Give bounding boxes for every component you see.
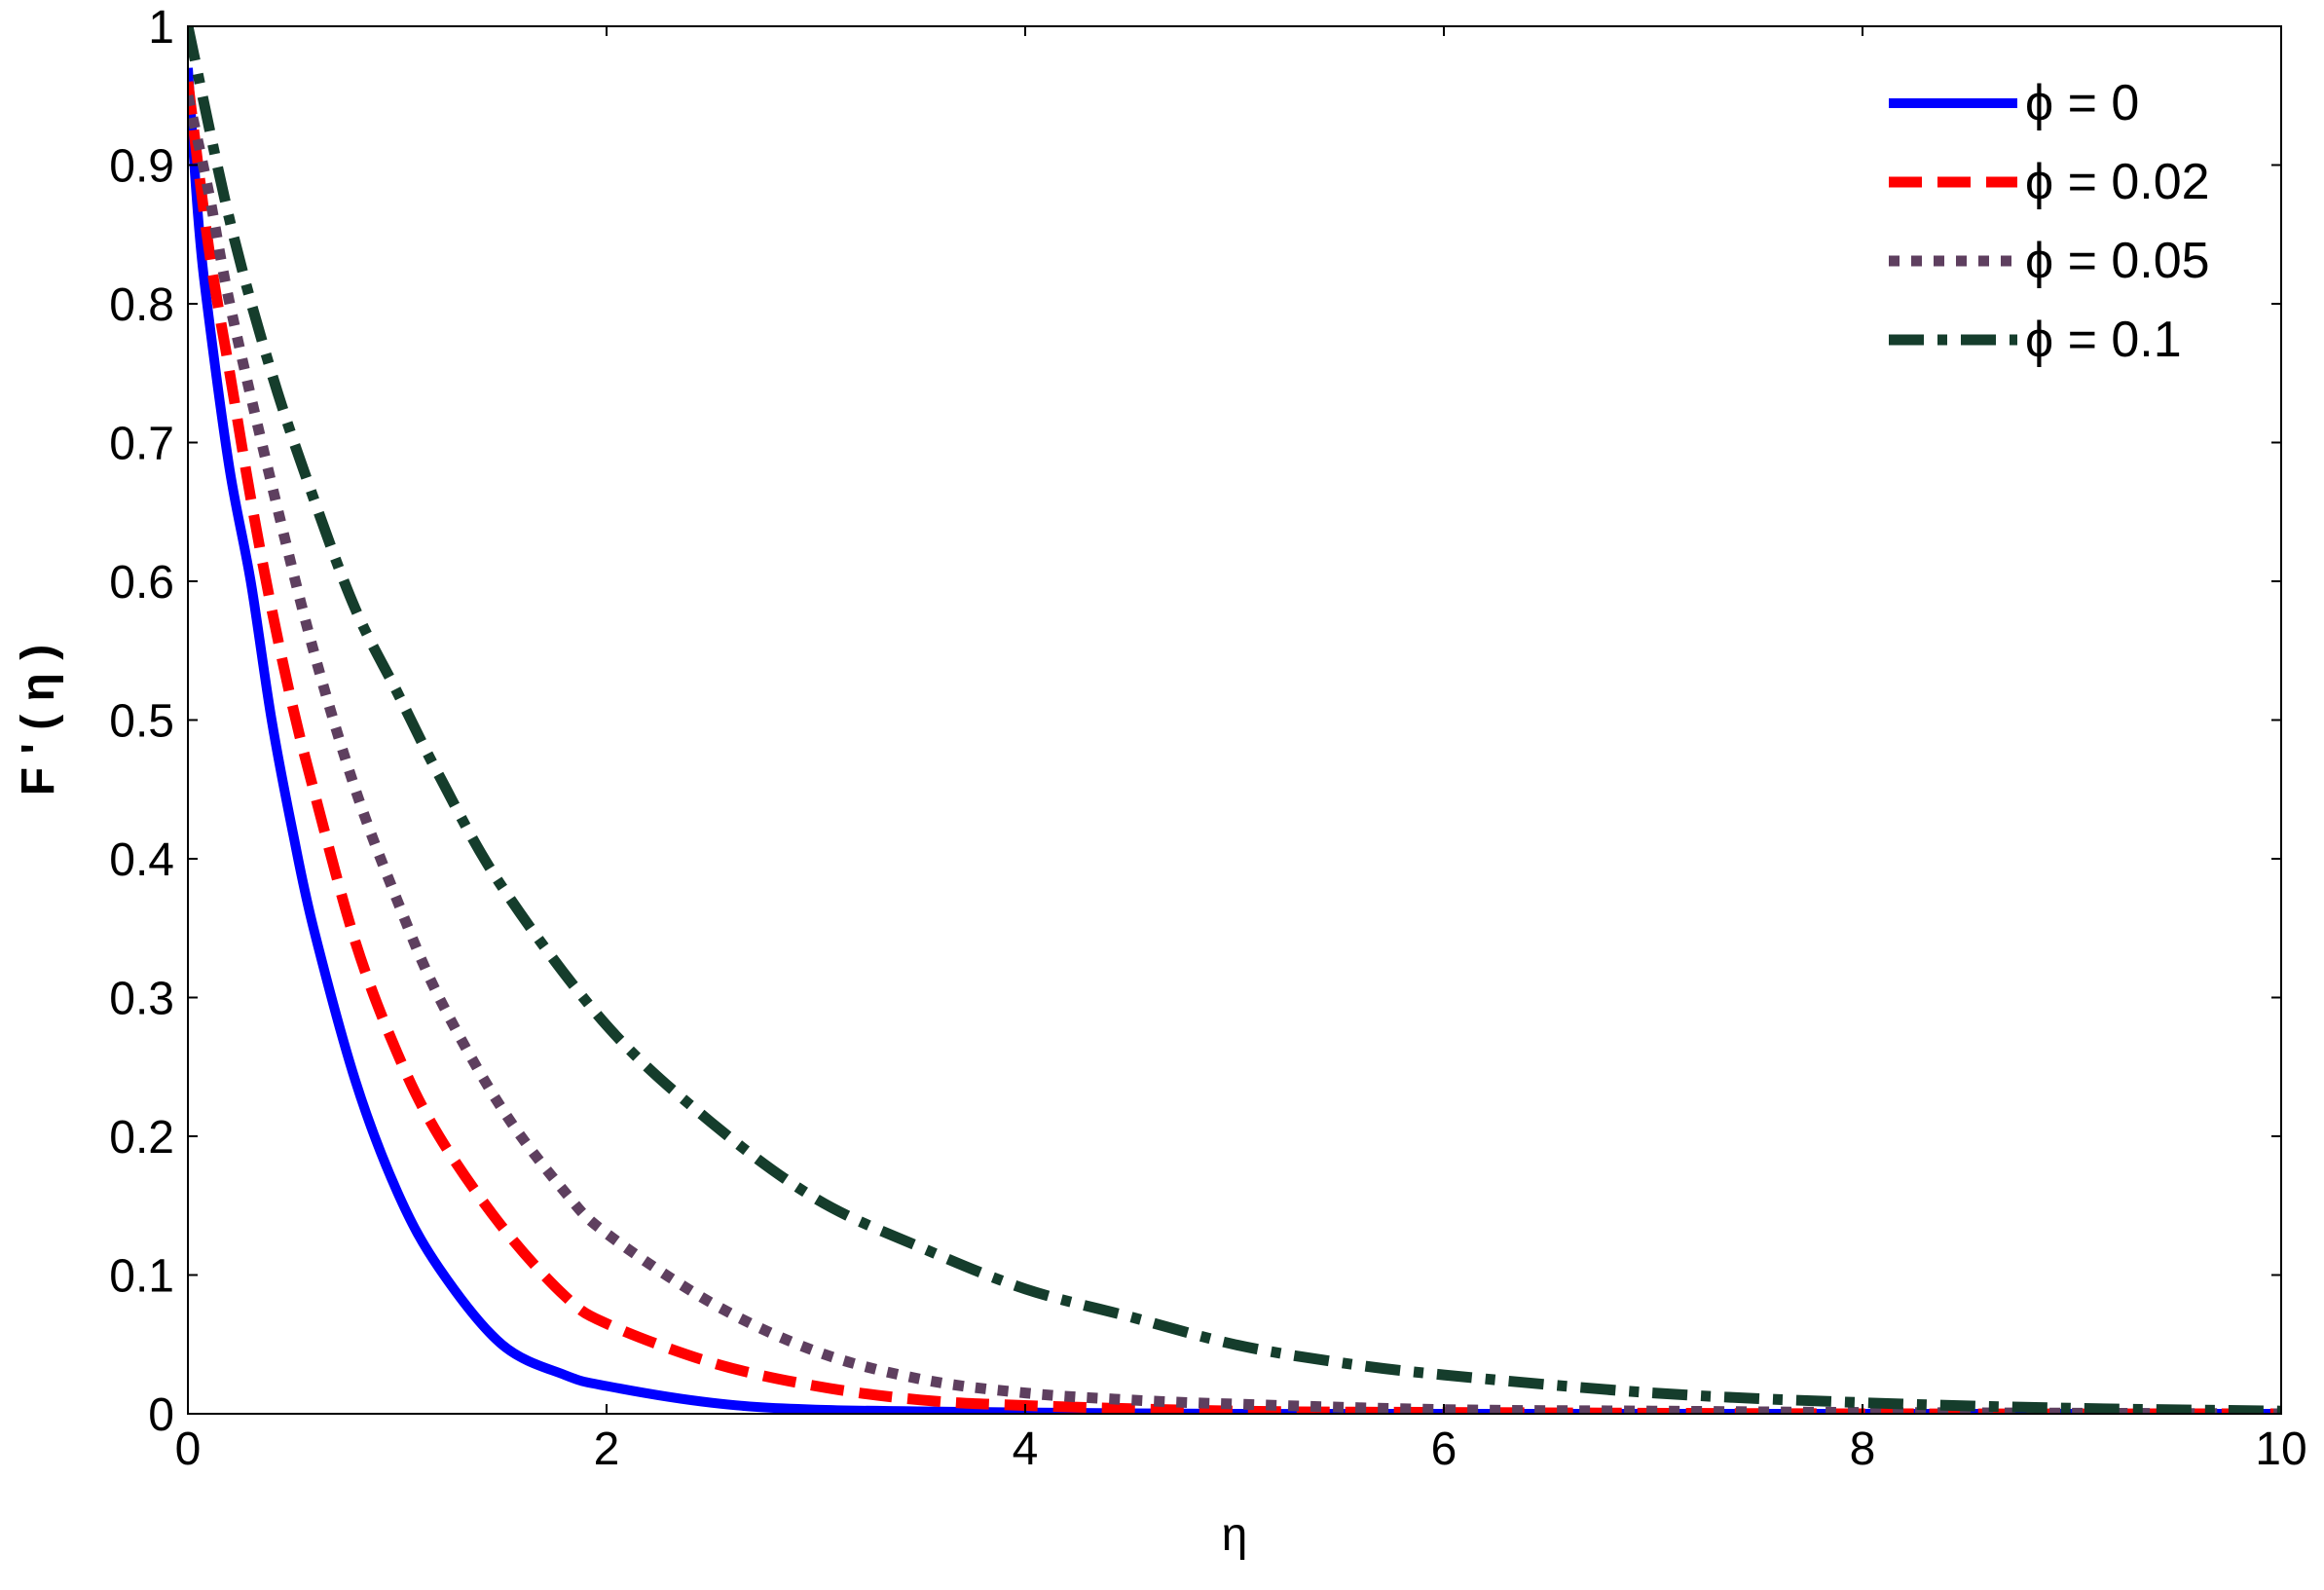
y-tick-label: 0.3 [109, 974, 174, 1025]
x-tick-label: 0 [175, 1424, 202, 1475]
y-tick-label: 0.2 [109, 1112, 174, 1164]
y-tick-label: 0.7 [109, 419, 174, 470]
y-tick-label: 0 [148, 1389, 174, 1441]
series-line-1 [188, 81, 2281, 1414]
y-axis-label: F ' ( η ) [13, 645, 64, 795]
labels-layer: η F ' ( η ) [13, 645, 1247, 1561]
legend-label-1: ϕ = 0.02 [2025, 154, 2210, 210]
y-tick-label: 0.8 [109, 279, 174, 331]
y-tick-label: 0.5 [109, 696, 174, 748]
axes-box [187, 25, 2282, 1415]
y-tick-label: 0.9 [109, 141, 174, 193]
x-tick-label: 2 [594, 1424, 620, 1475]
series-line-3 [188, 24, 2281, 1414]
y-tick-label: 0.6 [109, 557, 174, 609]
series-line-2 [188, 94, 2281, 1414]
ticks-layer: 0 2 4 6 8 10 0 0.1 0.2 0.3 0.4 0.5 0.6 0.7 0.8 0.9 1 [109, 2, 2306, 1475]
legend-label-3: ϕ = 0.1 [2025, 312, 2182, 368]
legend-label-0: ϕ = 0 [2025, 75, 2139, 131]
legend: ϕ = 0 ϕ = 0.02 ϕ = 0.05 ϕ = 0.1 [1889, 75, 2210, 368]
x-tick-label: 10 [2255, 1424, 2306, 1475]
y-tick-label: 0.4 [109, 834, 174, 886]
y-tick-label: 0.1 [109, 1251, 174, 1303]
x-axis-label: η [1222, 1509, 1248, 1561]
y-tick-label: 1 [148, 2, 174, 54]
legend-label-2: ϕ = 0.05 [2025, 233, 2210, 289]
x-tick-label: 8 [1850, 1424, 1876, 1475]
series-layer [188, 24, 2281, 1414]
x-tick-label: 4 [1013, 1424, 1039, 1475]
series-line-0 [188, 67, 2281, 1414]
x-tick-label: 6 [1431, 1424, 1457, 1475]
